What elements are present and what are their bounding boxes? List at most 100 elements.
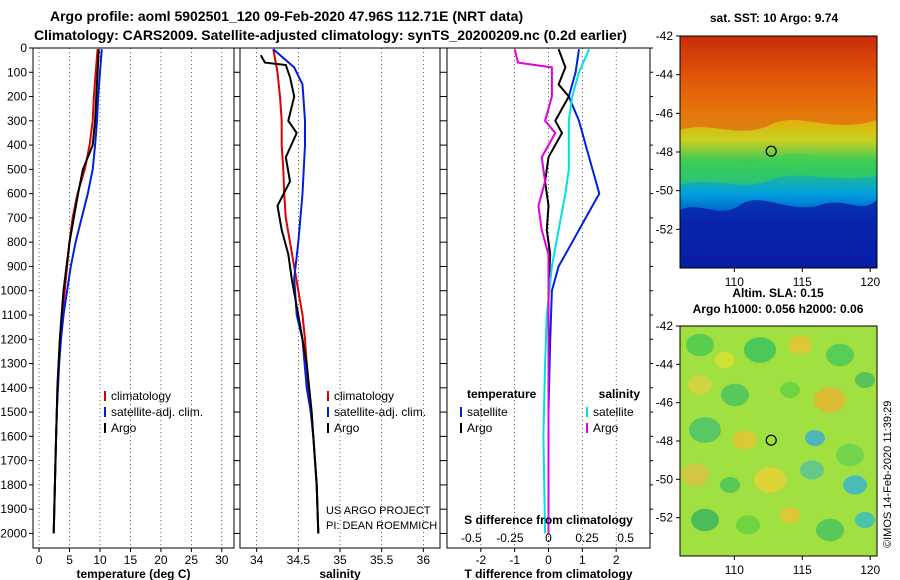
salinity-xtick-label: 34.5 xyxy=(287,553,311,567)
sla-anomaly-patch xyxy=(721,383,749,407)
sla-anomaly-patch xyxy=(836,443,864,467)
sla-anomaly-patch xyxy=(816,518,844,542)
temperature-xtick-label: 25 xyxy=(185,553,199,567)
sla-anomaly-patch xyxy=(855,512,875,528)
header-line-2: Climatology: CARS2009. Satellite-adjuste… xyxy=(34,27,627,43)
s-diff-tick-label: 0.25 xyxy=(575,531,599,545)
depth-tick-label: 300 xyxy=(7,114,27,128)
s-diff-xlabel: S difference from climatology xyxy=(464,513,633,527)
t-legend-label: satellite xyxy=(467,405,508,419)
sst-map: sat. SST: 10 Argo: 9.74 -42 -44 -46 -48 -50 -… xyxy=(656,11,881,289)
sst_map-ytick-label: -44 xyxy=(656,68,674,82)
sst_map-ytick-label: -48 xyxy=(656,145,674,159)
sla-anomaly-patch xyxy=(688,375,712,395)
s-legend-title: salinity xyxy=(599,387,641,401)
depth-tick-label: 1100 xyxy=(1,308,27,322)
temperature-xtick-label: 5 xyxy=(66,553,73,567)
temperature-legend-label: climatology xyxy=(111,389,171,403)
temperature-xtick-label: 30 xyxy=(215,553,229,567)
sst-warm-front xyxy=(680,36,877,131)
depth-tick-label: 1600 xyxy=(0,429,27,443)
sla-anomaly-patch xyxy=(715,352,735,368)
salinity-xtick-label: 34 xyxy=(250,553,264,567)
s-diff-tick-label: 0.5 xyxy=(617,531,634,545)
sla_map-xtick-label: 120 xyxy=(860,563,880,577)
s-legend-label: satellite xyxy=(593,405,634,419)
sst_map-ytick-label: -42 xyxy=(656,29,674,43)
temperature-legend-label: satellite-adj. clim. xyxy=(111,405,203,419)
temperature-series-argo xyxy=(52,49,100,534)
sla-anomaly-patch xyxy=(691,508,719,532)
sst_map-xtick-label: 115 xyxy=(793,275,812,289)
sla_map-ytick-label: -50 xyxy=(656,472,674,486)
sla_map-ytick-label: -46 xyxy=(656,396,674,410)
sst-green-band xyxy=(680,153,877,185)
s-diff-tick-label: -0.25 xyxy=(496,531,524,545)
salinity-xtick-label: 35 xyxy=(333,553,347,567)
s-diff-tick-label: -0.5 xyxy=(461,531,482,545)
sla-anomaly-patch xyxy=(720,477,740,493)
sla-anomaly-patch xyxy=(686,333,714,357)
salinity-legend-label: Argo xyxy=(334,421,360,435)
difference-series-t-satellite xyxy=(547,49,601,534)
sst_map-ytick-label: -52 xyxy=(656,222,674,236)
depth-tick-label: 0 xyxy=(20,41,27,55)
depth-tick-label: 100 xyxy=(7,65,27,79)
difference-xtick-label: 0 xyxy=(545,553,552,567)
sla_map-ytick-label: -48 xyxy=(656,434,674,448)
sst_map-ytick-label: -46 xyxy=(656,106,674,120)
difference-xtick-label: 2 xyxy=(613,553,620,567)
salinity-legend-label: climatology xyxy=(334,389,394,403)
salinity-series-argo xyxy=(259,54,320,534)
salinity-xlabel: salinity xyxy=(319,567,361,580)
temperature-xtick-label: 20 xyxy=(154,553,168,567)
sla-anomaly-patch xyxy=(814,387,846,413)
sst-map-title: sat. SST: 10 Argo: 9.74 xyxy=(710,11,839,25)
depth-tick-label: 600 xyxy=(7,187,27,201)
imos-credit: ©IMOS 14-Feb-2020 11:39:29 xyxy=(882,401,894,548)
s-diff-tick-label: 0 xyxy=(545,531,552,545)
depth-tick-label: 200 xyxy=(7,90,27,104)
depth-tick-label: 500 xyxy=(7,162,27,176)
depth-tick-label: 1700 xyxy=(0,454,27,468)
salinity-xtick-label: 36 xyxy=(417,553,431,567)
depth-tick-label: 400 xyxy=(7,138,27,152)
depth-tick-label: 2000 xyxy=(0,526,27,540)
sla-anomaly-patch xyxy=(754,467,786,493)
sla-anomaly-patch xyxy=(733,430,757,450)
sla-anomaly-patch xyxy=(736,515,760,535)
sst-cold-tongue xyxy=(680,200,877,268)
depth-tick-label: 700 xyxy=(7,211,27,225)
sst_map-ytick-label: -50 xyxy=(656,184,674,198)
sst_map-xtick-label: 120 xyxy=(860,275,880,289)
temperature-xlabel: temperature (deg C) xyxy=(76,567,190,580)
temperature-xtick-label: 15 xyxy=(124,553,138,567)
temperature-panel: 0 5 10 15 20 25 300100200300400500600700800900… xyxy=(0,41,237,580)
sst_map-xtick-label: 110 xyxy=(725,275,744,289)
sla-anomaly-patch xyxy=(689,417,721,443)
difference-xtick-label: -1 xyxy=(509,553,520,567)
depth-tick-label: 800 xyxy=(7,235,27,249)
temperature-xtick-label: 10 xyxy=(93,553,107,567)
depth-tick-label: 1200 xyxy=(0,332,27,346)
depth-tick-label: 900 xyxy=(7,259,27,273)
difference-series-s-argo xyxy=(513,48,557,534)
sla_map-ytick-label: -42 xyxy=(656,319,674,333)
temperature-legend-label: Argo xyxy=(111,421,137,435)
sla-anomaly-patch xyxy=(843,475,867,495)
sla-anomaly-patch xyxy=(855,372,875,388)
depth-tick-label: 1300 xyxy=(0,357,27,371)
sla-argo-marker xyxy=(765,434,777,446)
salinity-legend-label: satellite-adj. clim. xyxy=(334,405,426,419)
sla-anomaly-patch xyxy=(826,343,854,367)
sla_map-xtick-label: 115 xyxy=(793,563,812,577)
sla_map-ytick-label: -52 xyxy=(656,511,674,525)
sla-anomaly-patch xyxy=(800,460,824,480)
difference-xlabel: T difference from climatology xyxy=(464,567,632,580)
difference-series-s-satellite xyxy=(542,48,591,534)
difference-xtick-label: -2 xyxy=(475,553,486,567)
sst-argo-marker xyxy=(765,145,777,157)
sla-anomaly-patch xyxy=(788,335,812,355)
depth-tick-label: 1800 xyxy=(0,478,27,492)
